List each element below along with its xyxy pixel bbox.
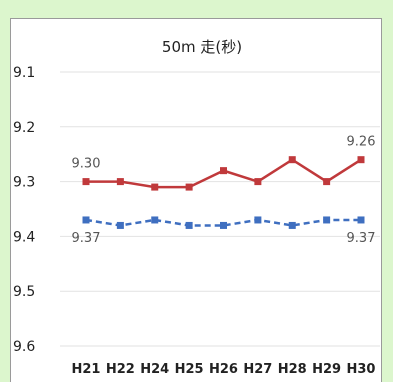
data-point bbox=[82, 216, 90, 224]
data-point bbox=[288, 156, 296, 164]
data-point bbox=[151, 216, 159, 224]
x-tick-label: H25 bbox=[175, 362, 204, 377]
data-point bbox=[220, 221, 227, 229]
y-tick-label: 9.4 bbox=[13, 229, 35, 245]
data-point bbox=[185, 221, 193, 229]
x-tick-label: H26 bbox=[209, 362, 238, 377]
data-point bbox=[254, 178, 262, 186]
data-point bbox=[185, 183, 193, 191]
chart-frame bbox=[10, 18, 382, 382]
data-label: 9.26 bbox=[347, 135, 376, 150]
x-axis-ticks: H21 H22 H24 H25 H26 H27 H28 H29 H30 bbox=[72, 362, 376, 377]
data-point bbox=[357, 216, 365, 224]
x-tick-label: H27 bbox=[243, 362, 272, 377]
x-tick-label: H28 bbox=[278, 362, 307, 377]
data-point bbox=[254, 216, 262, 224]
y-tick-label: 9.2 bbox=[13, 120, 35, 136]
data-point bbox=[357, 156, 365, 164]
data-label: 9.30 bbox=[72, 157, 101, 172]
data-point bbox=[288, 221, 296, 229]
y-tick-label: 9.5 bbox=[13, 284, 35, 300]
data-point bbox=[323, 178, 331, 186]
data-label: 9.37 bbox=[347, 231, 376, 246]
chart-title: 50m 走(秒) bbox=[162, 38, 242, 56]
data-point bbox=[323, 216, 331, 224]
data-point bbox=[116, 221, 124, 229]
y-tick-label: 9.3 bbox=[13, 175, 35, 191]
y-tick-label: 9.1 bbox=[13, 65, 35, 81]
gridlines bbox=[60, 71, 380, 347]
x-tick-label: H29 bbox=[312, 362, 341, 377]
x-tick-label: H30 bbox=[347, 362, 376, 377]
x-tick-label: H22 bbox=[106, 362, 135, 377]
data-point bbox=[116, 178, 124, 186]
y-axis-ticks: 9.1 9.2 9.3 9.4 9.5 9.6 bbox=[13, 65, 35, 355]
data-point bbox=[220, 167, 227, 175]
data-point bbox=[151, 183, 159, 191]
series-line bbox=[85, 218, 361, 227]
x-tick-label: H21 bbox=[72, 362, 101, 377]
series-layer bbox=[82, 156, 365, 229]
data-point bbox=[82, 178, 90, 186]
data-label: 9.37 bbox=[72, 231, 101, 246]
data-labels: 9.30 9.26 9.37 9.37 bbox=[72, 135, 376, 246]
x-tick-label: H24 bbox=[140, 362, 169, 377]
y-tick-label: 9.6 bbox=[13, 339, 35, 355]
